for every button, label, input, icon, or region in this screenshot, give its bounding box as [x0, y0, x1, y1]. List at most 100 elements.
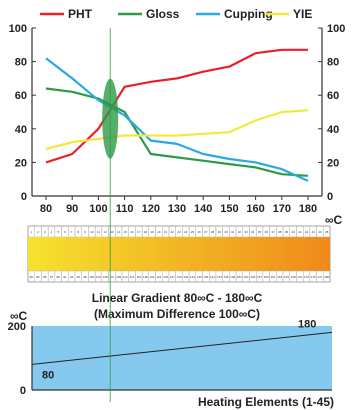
element-temperature-label: 170 — [297, 275, 302, 279]
profile-end-label: 180 — [298, 318, 316, 330]
element-temperature-label: 109 — [116, 275, 121, 279]
element-temperature-label: 136 — [197, 275, 202, 279]
element-temperature-label: 121 — [150, 275, 155, 279]
element-number-label: 6 — [64, 230, 66, 234]
element-number-label: 17 — [137, 230, 141, 234]
x-tick-label: 100 — [89, 203, 107, 215]
element-temperature-label: 91 — [63, 275, 67, 279]
x-tick-label: 130 — [168, 203, 186, 215]
y-tick-right-label: 40 — [327, 124, 339, 136]
element-number-label: 8 — [77, 230, 79, 234]
x-tick-label: 180 — [299, 203, 317, 215]
x-tick-label: 120 — [142, 203, 160, 215]
element-temperature-label: 141 — [210, 275, 215, 279]
element-number-label: 3 — [44, 230, 46, 234]
series-group — [45, 48, 309, 182]
element-number-label: 19 — [150, 230, 154, 234]
x-tick-label: 140 — [194, 203, 212, 215]
element-temperature-label: 87 — [50, 275, 54, 279]
element-temperature-label: 132 — [183, 275, 188, 279]
element-temperature-label: 152 — [244, 275, 249, 279]
legend: PHT Gloss Cupping YIE — [40, 7, 312, 21]
element-temperature-label: 118 — [143, 275, 148, 279]
x-tick-label: 170 — [273, 203, 291, 215]
gradient-strip: 1 2 3 4 5 6 7 8 9 10 11 12 13 14 15 16 17 18 19 20 21 22 23 24 2… — [27, 225, 331, 321]
x-tick-label: 110 — [116, 203, 134, 215]
element-temperature-label: 98 — [83, 275, 87, 279]
profile-axes: 0 200 — [8, 321, 332, 397]
element-number-label: 15 — [124, 230, 128, 234]
element-number-label: 26 — [197, 230, 201, 234]
element-temperature-label: 107 — [109, 275, 114, 279]
element-number-label: 5 — [57, 230, 59, 234]
x-tick-label: 80 — [40, 203, 52, 215]
element-temperature-label: 168 — [291, 275, 296, 279]
element-temperature-label: 89 — [57, 275, 61, 279]
element-number-label: 25 — [191, 230, 195, 234]
element-number-label: 1 — [31, 230, 33, 234]
y-tick-right-label: 60 — [327, 90, 339, 102]
element-number-label: 18 — [144, 230, 148, 234]
element-temperature-label: 134 — [190, 275, 195, 279]
profile-y-tick-label: 200 — [8, 321, 26, 333]
element-number-label: 33 — [244, 230, 248, 234]
element-temperature-label: 125 — [163, 275, 168, 279]
element-temperature-label: 148 — [230, 275, 235, 279]
element-temperature-label: 159 — [264, 275, 269, 279]
element-temperature-label: 180 — [324, 275, 329, 279]
gradient-fill — [28, 237, 330, 271]
axes: 0 0 20 20 40 40 60 60 80 80 100 100 80 90 100 110 120 130… — [9, 23, 346, 227]
element-temperature-label: 175 — [311, 275, 316, 279]
element-number-label: 27 — [204, 230, 208, 234]
element-number-label: 34 — [251, 230, 255, 234]
element-number-label: 45 — [325, 230, 329, 234]
element-number-label: 12 — [104, 230, 108, 234]
element-temperature-label: 177 — [317, 275, 322, 279]
element-temperature-label: 105 — [103, 275, 108, 279]
element-temperature-label: 157 — [257, 275, 262, 279]
element-number-label: 41 — [298, 230, 302, 234]
x-tick-label: 150 — [220, 203, 238, 215]
element-temperature-label: 82 — [36, 275, 40, 279]
element-number-label: 38 — [278, 230, 282, 234]
element-temperature-label: 150 — [237, 275, 242, 279]
element-number-label: 37 — [271, 230, 275, 234]
element-number-label: 9 — [84, 230, 86, 234]
y-tick-right-label: 0 — [327, 191, 333, 203]
y-tick-left-label: 60 — [15, 90, 27, 102]
element-number-label: 39 — [285, 230, 289, 234]
element-number-label: 43 — [312, 230, 316, 234]
element-number-label: 4 — [51, 230, 53, 234]
series-line-gloss — [45, 87, 309, 177]
y-tick-left-label: 20 — [15, 157, 27, 169]
profile-x-label: Heating Elements (1-45) — [198, 395, 334, 409]
x-tick-label: 160 — [246, 203, 264, 215]
element-temperature-label: 154 — [250, 275, 255, 279]
element-temperature-label: 123 — [156, 275, 161, 279]
y-tick-right-label: 80 — [327, 57, 339, 69]
y-tick-left-label: 0 — [21, 191, 27, 203]
series-line-cupping — [45, 57, 309, 182]
legend-label-cupping: Cupping — [224, 7, 273, 21]
element-temperature-label: 80 — [30, 275, 34, 279]
y-tick-right-label: 20 — [327, 157, 339, 169]
element-temperature-label: 94 — [70, 275, 74, 279]
element-temperature-label: 100 — [89, 275, 94, 279]
legend-label-yie: YIE — [293, 7, 312, 21]
element-temperature-cell — [323, 270, 331, 283]
element-number-label: 36 — [265, 230, 269, 234]
x-tick-label: 90 — [66, 203, 78, 215]
element-number-label: 29 — [218, 230, 222, 234]
element-number-label: 31 — [231, 230, 235, 234]
element-temperature-row: 80 82 85 87 89 91 94 96 98 100 103 105 107 109 112 114 1… — [27, 270, 331, 283]
y-tick-right-label: 100 — [327, 23, 345, 35]
element-temperature-label: 139 — [203, 275, 208, 279]
top-line-chart: PHT Gloss Cupping YIE 0 0 20 20 40 40 60 60 80 80 100… — [9, 7, 346, 227]
element-number-label: 20 — [157, 230, 161, 234]
element-number-label: 42 — [305, 230, 309, 234]
y-tick-left-label: 100 — [9, 23, 27, 35]
element-number-label: 30 — [224, 230, 228, 234]
profile-start-label: 80 — [42, 369, 54, 381]
profile-line — [31, 331, 333, 365]
